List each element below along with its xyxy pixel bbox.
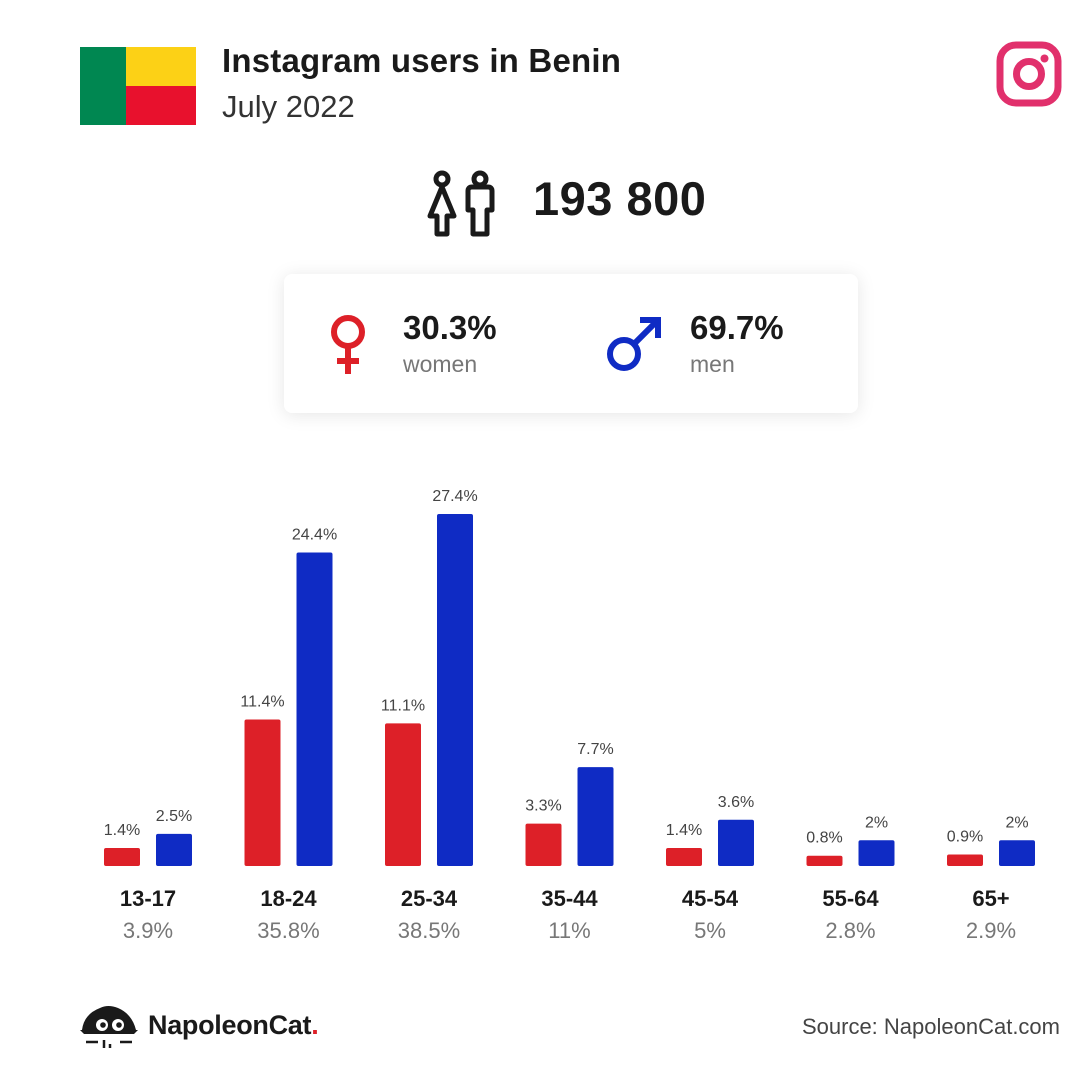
data-label-women-55-64: 0.8% [806, 830, 842, 847]
total-users: 193 800 [533, 172, 707, 225]
data-label-men-18-24: 24.4% [292, 527, 337, 544]
category-total-13-17: 3.9% [123, 918, 173, 943]
data-label-men-65+: 2% [1005, 814, 1028, 831]
data-label-women-13-17: 1.4% [104, 822, 140, 839]
bar-women-45-54 [666, 848, 702, 866]
data-label-women-45-54: 1.4% [666, 822, 702, 839]
bar-women-25-34 [385, 723, 421, 866]
men-percentage: 69.7% [690, 309, 784, 346]
data-label-men-13-17: 2.5% [156, 808, 192, 825]
bar-men-13-17 [156, 833, 192, 866]
category-label-35-44: 35-44 [541, 886, 598, 911]
bar-women-65+ [947, 854, 983, 866]
source-text: Source: NapoleonCat.com [801, 1014, 1060, 1039]
category-label-55-64: 55-64 [822, 886, 879, 911]
data-label-women-35-44: 3.3% [525, 798, 561, 815]
men-label: men [690, 351, 735, 377]
page-subtitle: July 2022 [222, 89, 355, 124]
benin-flag-icon [80, 47, 196, 125]
data-label-women-18-24: 11.4% [240, 694, 284, 711]
page-title: Instagram users in Benin [222, 42, 622, 79]
data-label-men-25-34: 27.4% [432, 488, 477, 505]
bar-women-55-64 [806, 855, 843, 866]
category-total-18-24: 35.8% [257, 918, 319, 943]
category-total-45-54: 5% [694, 918, 726, 943]
bar-men-55-64 [858, 840, 895, 866]
data-label-women-25-34: 11.1% [381, 697, 425, 714]
footer-brand: NapoleonCat. [148, 1010, 319, 1041]
category-total-35-44: 11% [548, 918, 590, 943]
footer-brand-name: NapoleonCat [148, 1010, 312, 1040]
category-label-65+: 65+ [972, 886, 1009, 911]
data-label-men-35-44: 7.7% [577, 741, 613, 758]
bar-women-13-17 [104, 848, 140, 866]
category-label-18-24: 18-24 [260, 886, 317, 911]
bar-men-25-34 [437, 514, 473, 866]
napoleoncat-logo-icon [80, 1006, 138, 1048]
category-label-45-54: 45-54 [682, 886, 739, 911]
data-label-men-55-64: 2% [865, 814, 888, 831]
male-symbol-icon [607, 317, 661, 371]
bar-men-45-54 [718, 819, 754, 866]
data-label-men-45-54: 3.6% [718, 794, 754, 811]
bar-men-35-44 [577, 767, 614, 866]
women-label: women [403, 351, 478, 377]
data-label-women-65+: 0.9% [947, 828, 983, 845]
female-symbol-icon [331, 315, 365, 374]
footer-brand-dot: . [311, 1010, 319, 1040]
category-total-25-34: 38.5% [398, 918, 460, 943]
bar-men-18-24 [296, 552, 333, 866]
bar-women-18-24 [244, 719, 281, 866]
women-percentage: 30.3% [403, 309, 497, 346]
category-label-25-34: 25-34 [401, 886, 458, 911]
bar-women-35-44 [525, 823, 562, 866]
bar-men-65+ [999, 840, 1035, 866]
category-total-55-64: 2.8% [825, 918, 875, 943]
gender-card: 30.3% women 69.7% men [284, 274, 858, 413]
category-label-13-17: 13-17 [120, 886, 176, 911]
people-icon [427, 170, 495, 237]
category-total-65+: 2.9% [966, 918, 1016, 943]
instagram-icon [996, 41, 1062, 107]
